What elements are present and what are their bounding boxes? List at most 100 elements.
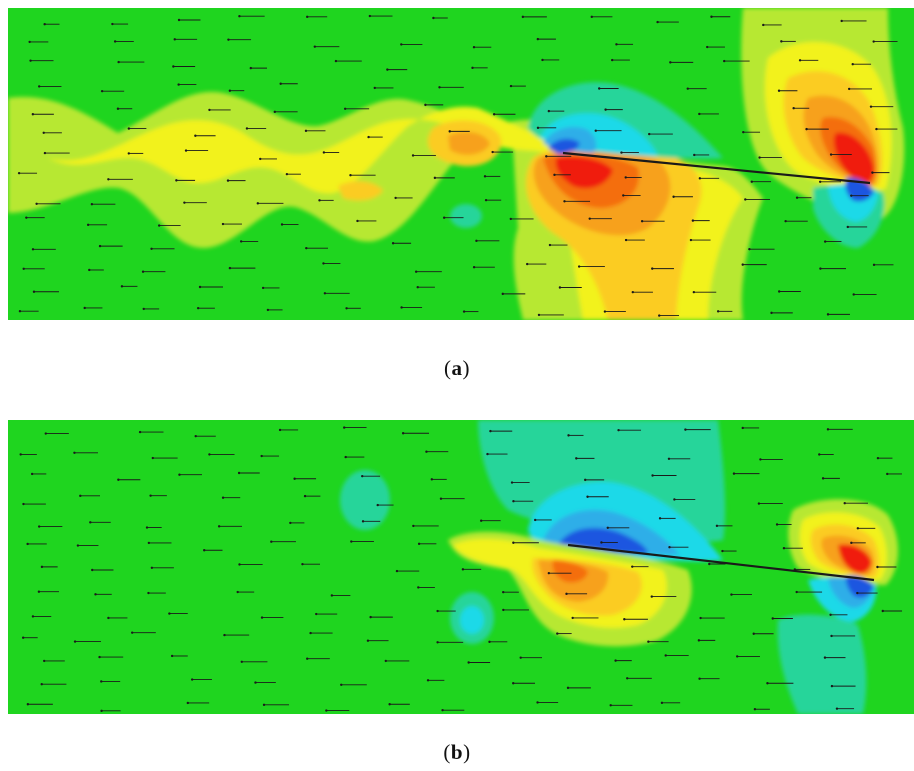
velocity-arrow-head (142, 307, 145, 311)
velocity-arrow-head (29, 59, 32, 62)
velocity-arrow-head (425, 450, 428, 453)
velocity-arrow-head (203, 549, 206, 552)
velocity-arrow-head (149, 494, 152, 497)
velocity-arrow-head (566, 686, 570, 690)
velocity-arrow-head (723, 59, 726, 63)
velocity-arrow-head (716, 310, 720, 313)
velocity-arrow-head (648, 132, 651, 136)
velocity-arrow-head (875, 127, 878, 131)
velocity-arrow-head (620, 151, 623, 154)
velocity-arrow-head (856, 527, 860, 530)
velocity-arrow-head (462, 310, 466, 313)
velocity-arrow-head (31, 248, 35, 251)
velocity-arrow-head (178, 473, 181, 476)
velocity-arrow-head (73, 640, 77, 643)
velocity-arrow-head (221, 222, 225, 226)
velocity-arrow-head (366, 639, 370, 642)
velocity-arrow-head (623, 618, 626, 621)
velocity-arrow-head (818, 453, 821, 456)
velocity-arrow-head (417, 586, 420, 589)
velocity-arrow-head (656, 20, 659, 24)
velocity-arrow-head (424, 103, 427, 107)
velocity-arrow-head (658, 314, 661, 317)
velocity-arrow-head (757, 502, 761, 505)
velocity-arrow-head (876, 456, 880, 460)
velocity-arrow-head (489, 429, 492, 433)
velocity-arrow-head (795, 590, 798, 594)
velocity-arrow-head (830, 684, 834, 688)
velocity-arrow-head (512, 682, 515, 685)
velocity-arrow-head (237, 471, 241, 475)
velocity-arrow-head (486, 452, 489, 456)
velocity-arrow-head (186, 701, 190, 705)
velocity-arrow-head (673, 498, 676, 501)
velocity-arrow-head (22, 502, 25, 506)
velocity-arrow-head (603, 310, 607, 313)
velocity-arrow-head (279, 82, 282, 85)
velocity-arrow-head (650, 595, 653, 598)
velocity-arrow-head (270, 540, 273, 543)
velocity-arrow-head (766, 682, 769, 685)
velocity-arrow-head (194, 434, 197, 438)
velocity-arrow-head (502, 608, 505, 612)
velocity-arrow-head (76, 544, 80, 547)
velocity-arrow-head (640, 219, 644, 223)
velocity-arrow-head (273, 110, 277, 114)
velocity-arrow-head (777, 290, 781, 293)
velocity-arrow-head (784, 219, 787, 223)
velocity-arrow-head (376, 503, 379, 507)
velocity-arrow-head (394, 196, 397, 200)
contour-panel-a (8, 8, 914, 320)
velocity-arrow-head (548, 243, 552, 247)
velocity-arrow-head (744, 198, 747, 201)
velocity-arrow-head (304, 129, 308, 133)
velocity-arrow-head (305, 246, 308, 250)
velocity-arrow-head (782, 547, 786, 550)
velocity-arrow-head (829, 613, 832, 616)
velocity-arrow-head (117, 478, 120, 481)
velocity-arrow-head (590, 15, 593, 19)
velocity-arrow-head (175, 179, 178, 182)
velocity-arrow-head (730, 593, 733, 596)
velocity-arrow-head (42, 659, 46, 663)
lower-cyan-green-zone (777, 614, 867, 714)
velocity-arrow-head (323, 292, 327, 295)
velocity-arrow-head (278, 428, 282, 432)
velocity-arrow-head (259, 157, 262, 161)
velocity-arrow-head (79, 494, 82, 498)
velocity-arrow-head (850, 194, 853, 197)
velocity-arrow-head (322, 151, 326, 154)
velocity-arrow-head (325, 709, 328, 712)
velocity-arrow-head (795, 196, 799, 199)
velocity-arrow-head (262, 703, 266, 707)
velocity-arrow-head (588, 217, 591, 220)
velocity-arrow-head (660, 701, 664, 705)
velocity-arrow-head (228, 89, 232, 92)
velocity-arrow-head (238, 15, 241, 18)
velocity-arrow-head (526, 262, 529, 266)
velocity-arrow-head (684, 428, 687, 431)
velocity-arrow-head (343, 426, 346, 429)
velocity-arrow-head (732, 472, 736, 475)
velocity-arrow-head (667, 457, 671, 460)
velocity-arrow-head (330, 594, 334, 597)
velocity-arrow-head (762, 23, 765, 27)
velocity-arrow-head (177, 83, 180, 86)
velocity-arrow-head (777, 89, 781, 92)
velocity-arrow-head (686, 87, 689, 90)
velocity-arrow-head (600, 541, 603, 544)
positive-region-red (555, 156, 613, 189)
velocity-vector-field-b (19, 426, 903, 713)
velocity-arrow-head (318, 199, 321, 202)
negative-region-blue (548, 138, 580, 154)
caption-letter-b: b (450, 740, 464, 764)
velocity-arrow-head (856, 591, 859, 595)
velocity-arrow-head (818, 180, 822, 183)
velocity-arrow-head (821, 477, 825, 480)
velocity-arrow-head (145, 526, 149, 529)
velocity-arrow-head (805, 127, 808, 131)
background-field (8, 420, 914, 714)
velocity-arrow-head (367, 135, 370, 139)
velocity-arrow-head (609, 704, 612, 707)
velocity-arrow-head (472, 266, 476, 269)
